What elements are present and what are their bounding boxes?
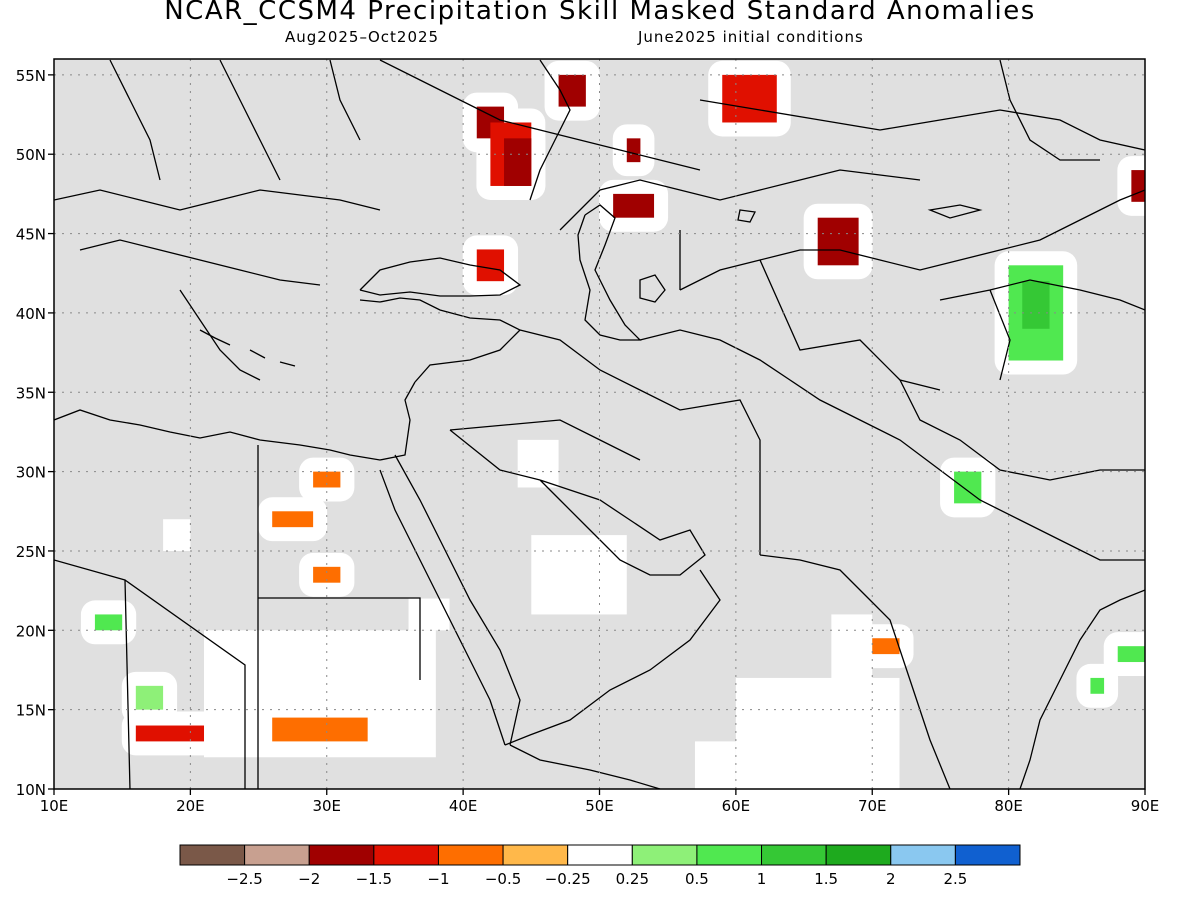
lat-tick-label: 45N	[16, 226, 46, 244]
colorbar-swatch	[437, 844, 504, 866]
lon-tick-label: 40E	[449, 797, 478, 815]
anomaly-cell	[504, 138, 532, 186]
lat-tick-label: 30N	[16, 464, 46, 482]
colorbar-swatch	[890, 844, 956, 866]
unmasked-region	[408, 598, 450, 631]
colorbar-label: −0.25	[545, 870, 591, 888]
anomaly-cell	[722, 74, 777, 123]
anomaly-cell	[272, 717, 368, 742]
axes: 10E 20E 30E 40E 50E 60E 70E 80E 90E 10N 15N 20N 25N 3…	[16, 67, 1160, 815]
colorbar-label: −0.5	[485, 870, 521, 888]
anomaly-cell	[817, 217, 859, 266]
colorbar-label: 0.5	[685, 870, 709, 888]
anomaly-cell	[272, 511, 314, 528]
colorbar-swatch	[308, 844, 375, 866]
colorbar-label: −2.5	[226, 870, 262, 888]
lon-tick-label: 30E	[312, 797, 341, 815]
colorbar-label: −1	[427, 870, 449, 888]
colorbar-label: 1.5	[814, 870, 838, 888]
colorbar-label: 2	[886, 870, 896, 888]
colorbar-swatch	[373, 844, 439, 866]
anomaly-cell	[135, 725, 205, 742]
colorbar-label: −1.5	[356, 870, 392, 888]
anomaly-cell	[1131, 170, 1145, 202]
graticule	[54, 59, 1145, 789]
lat-tick-label: 10N	[16, 781, 46, 799]
colorbar-swatch	[567, 844, 633, 866]
anomaly-cell	[313, 566, 341, 583]
unmasked-region	[517, 439, 559, 488]
colorbar-swatch	[179, 844, 246, 866]
anomaly-cell	[476, 249, 505, 282]
initial-conditions: June2025 initial conditions	[638, 28, 864, 46]
lat-tick-label: 55N	[16, 67, 46, 85]
unmasked-region	[694, 741, 736, 789]
colorbar-swatch	[696, 844, 763, 866]
colorbar-swatch	[244, 844, 310, 866]
lon-tick-label: 10E	[40, 797, 69, 815]
colorbar-swatch	[761, 844, 827, 866]
colorbar-swatch	[631, 844, 698, 866]
anomaly-cell	[1090, 677, 1105, 694]
lon-tick-label: 70E	[858, 797, 887, 815]
lat-tick-label: 15N	[16, 702, 46, 720]
colorbar-swatch	[954, 844, 1021, 866]
colorbar-label: 0.25	[616, 870, 649, 888]
colorbar: −2.5 −2 −1.5 −1 −0.5 −0.25 0.25 0.5 1 1.5 2 2.5	[179, 844, 1021, 888]
map-title: NCAR_CCSM4 Precipitation Skill Masked St…	[164, 0, 1036, 26]
forecast-period: Aug2025–Oct2025	[285, 28, 440, 46]
colorbar-label: −2	[298, 870, 320, 888]
lat-tick-label: 40N	[16, 305, 46, 323]
colorbar-swatch	[825, 844, 892, 866]
colorbar-swatch	[502, 844, 569, 866]
lon-tick-label: 20E	[176, 797, 205, 815]
colorbar-label: 2.5	[943, 870, 967, 888]
lat-tick-label: 35N	[16, 384, 46, 402]
anomaly-cell	[626, 138, 641, 163]
lon-tick-label: 60E	[722, 797, 751, 815]
anomaly-cell	[313, 471, 341, 488]
anomaly-cell	[872, 638, 900, 655]
anomaly-regions	[94, 74, 1145, 742]
lat-tick-label: 50N	[16, 146, 46, 164]
lat-tick-label: 25N	[16, 543, 46, 561]
unmasked-region	[531, 535, 627, 615]
unmasked-region	[735, 677, 900, 789]
colorbar-label: 1	[757, 870, 767, 888]
lat-tick-label: 20N	[16, 622, 46, 640]
unmasked-region	[163, 519, 191, 551]
anomaly-cell	[94, 614, 123, 631]
coastlines-and-borders	[54, 59, 1145, 789]
anomaly-cell	[1022, 281, 1050, 329]
anomaly-cell	[1117, 646, 1145, 663]
lon-tick-label: 80E	[994, 797, 1023, 815]
anomaly-cell	[613, 193, 655, 218]
anomaly-cell	[558, 74, 586, 107]
lon-tick-label: 50E	[585, 797, 614, 815]
anomaly-cell	[135, 685, 164, 710]
lon-tick-label: 90E	[1131, 797, 1160, 815]
